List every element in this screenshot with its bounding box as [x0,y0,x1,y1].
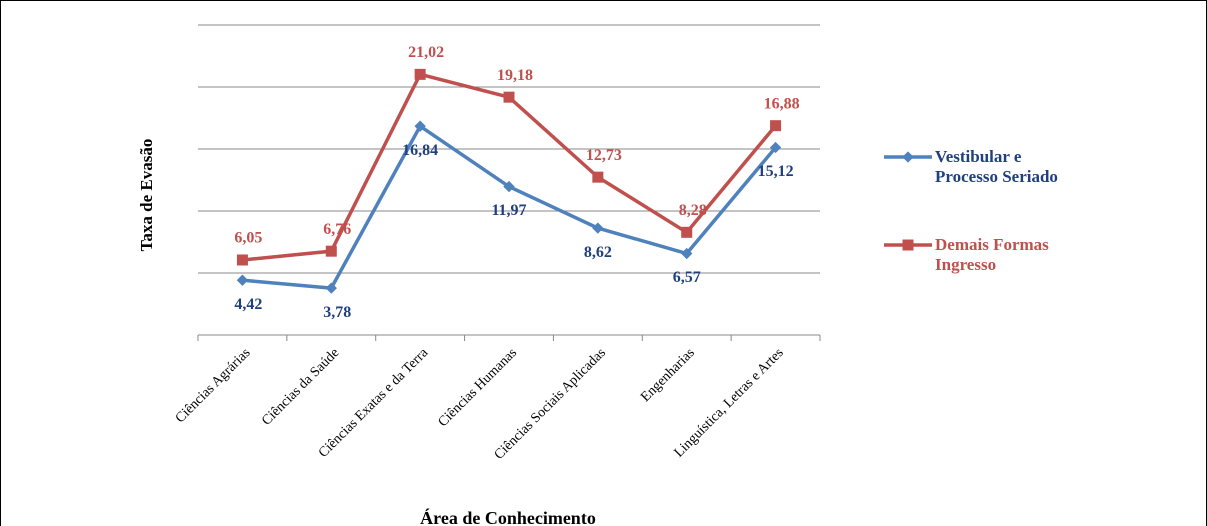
legend-marker [902,151,914,163]
marker [770,120,782,132]
legend-label: Vestibular e Processo Seriado [935,147,1058,186]
data-label: 11,97 [491,202,526,219]
x-axis-title: Área de Conhecimento [420,507,596,526]
data-label: 3,78 [323,304,351,321]
marker [592,222,604,234]
data-label: 16,84 [402,142,438,159]
marker [503,180,515,193]
data-label: 12,73 [586,147,622,164]
marker [592,171,604,183]
x-tick-label: Engenharias [638,345,698,405]
data-label: 6,76 [323,221,351,238]
data-label: 6,05 [234,230,262,247]
legend-label: Demais Formas Ingresso [935,235,1049,274]
x-tick-label: Ciências Agrárias [173,345,254,426]
marker [681,247,693,260]
legend-marker [902,239,914,251]
marker [236,274,249,286]
data-label: 6,57 [673,269,701,286]
marker [681,226,693,238]
data-label: 16,88 [764,95,800,112]
data-label: 4,42 [234,296,262,313]
y-axis-title: Taxa de Evasão [137,139,156,252]
marker [325,245,337,257]
data-label: 8,62 [584,244,612,261]
x-tick-label: Ciências da Saúde [259,345,342,428]
marker [414,68,426,80]
x-tick-label: Ciências Humanas [436,345,521,430]
data-label: 15,12 [758,163,794,180]
marker [236,254,248,266]
marker [503,91,515,103]
marker [769,141,782,154]
data-label: 8,28 [679,202,707,219]
marker [325,282,337,294]
data-label: 19,18 [497,67,533,84]
data-label: 21,02 [408,44,444,61]
